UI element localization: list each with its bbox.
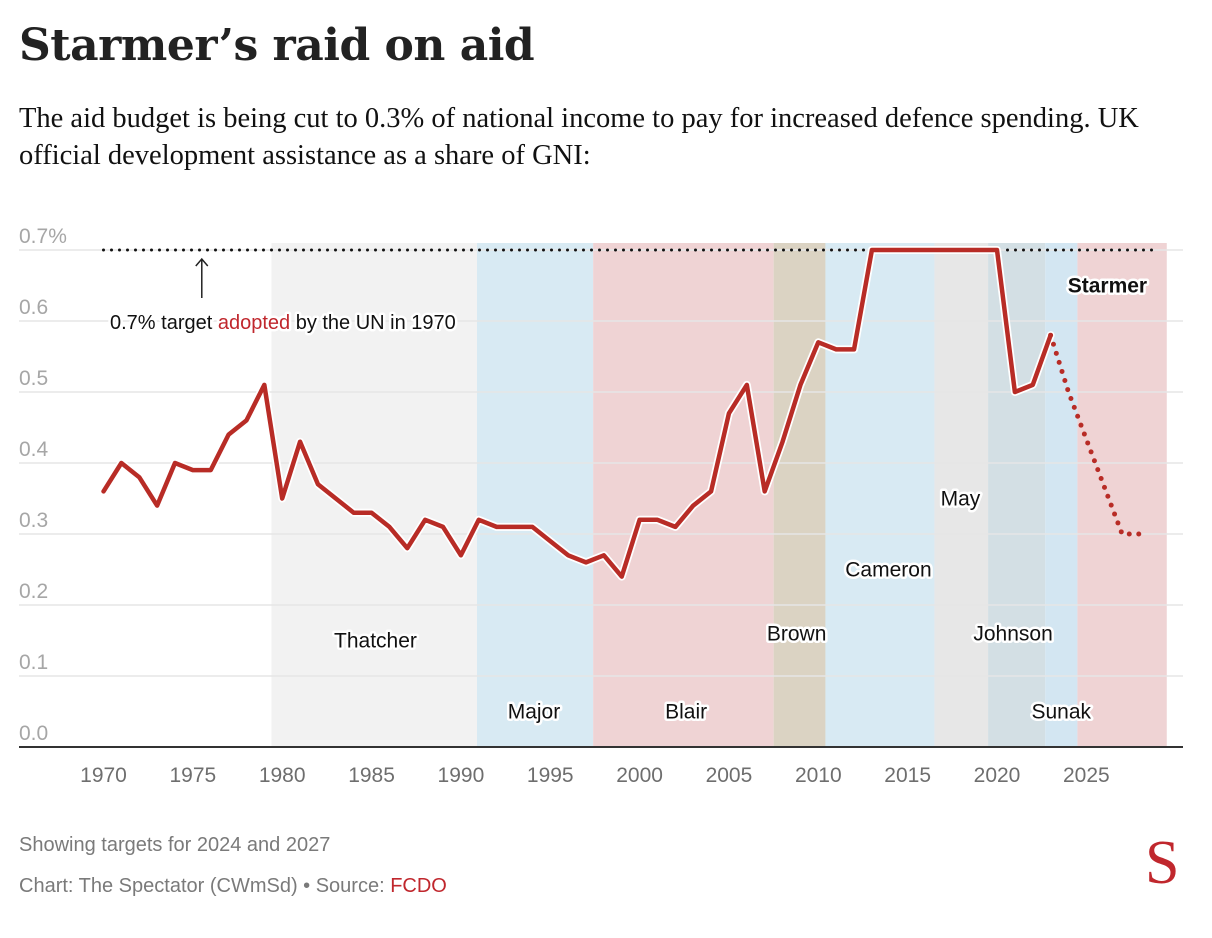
x-tick-label: 1975: [169, 764, 216, 787]
x-tick-label: 2015: [884, 764, 931, 787]
pm-label-may: May: [941, 488, 981, 511]
band-sunak: [1045, 243, 1078, 747]
pm-label-starmer: Starmer: [1068, 275, 1147, 298]
footer-credit: Chart: The Spectator (CWmSd) • Source: F…: [19, 875, 447, 898]
footer-note: Showing targets for 2024 and 2027: [19, 834, 331, 856]
band-brown: [773, 243, 826, 747]
x-tick-label: 1970: [80, 764, 127, 787]
series-lines: [99, 246, 1143, 581]
annotation-text-before: 0.7% target: [110, 312, 218, 334]
y-tick-label: 0.6: [19, 296, 48, 319]
x-tick-label: 2000: [616, 764, 663, 787]
y-tick-label: 0.1: [19, 651, 48, 674]
pm-label-major: Major: [508, 701, 561, 724]
y-tick-label: 0.0: [19, 722, 48, 745]
x-axis-ticks: 1970 1975 1980 1985 1990 1995 2000 2005 2010 2015…: [80, 764, 1110, 787]
band-cameron: [825, 243, 935, 747]
pm-bands: [271, 243, 1167, 747]
chart-title: Starmer’s raid on aid: [19, 20, 535, 71]
band-thatcher: [271, 243, 477, 747]
source-link[interactable]: FCDO: [390, 875, 447, 897]
spectator-logo: S: [1145, 829, 1180, 897]
x-tick-label: 2020: [974, 764, 1021, 787]
y-axis-ticks: 0.0 0.1 0.2 0.3 0.4 0.5 0.6 0.7%: [19, 225, 67, 745]
annotation-text-after: by the UN in 1970: [290, 312, 456, 334]
y-tick-label: 0.3: [19, 509, 48, 532]
pm-label-cameron: Cameron: [845, 559, 931, 582]
y-tick-label: 0.2: [19, 580, 48, 603]
annotation-text-highlight: adopted: [218, 312, 290, 334]
x-tick-label: 2025: [1063, 764, 1110, 787]
series-target-line: [1048, 332, 1143, 537]
x-tick-label: 1985: [348, 764, 395, 787]
annotation-text: 0.7% target adopted by the UN in 1970: [110, 312, 456, 334]
band-johnson: [988, 243, 1046, 747]
annotation-arrowhead-icon: [195, 257, 209, 267]
y-tick-label: 0.5: [19, 367, 48, 390]
band-may: [934, 243, 989, 747]
pm-labels: Thatcher Major Blair Brown Cameron May Johnson…: [332, 272, 1150, 726]
x-tick-label: 1980: [259, 764, 306, 787]
un-target-annotation: 0.7% target adopted by the UN in 1970: [108, 257, 458, 337]
credit-text: Chart: The Spectator (CWmSd) • Source:: [19, 875, 391, 897]
band-starmer: [1077, 243, 1167, 747]
x-tick-label: 1995: [527, 764, 574, 787]
chart-svg: 0.0 0.1 0.2 0.3 0.4 0.5 0.6 0.7% 0.7% target ad…: [19, 225, 1183, 787]
band-blair: [593, 243, 774, 747]
chart-subtitle: The aid budget is being cut to 0.3% of n…: [19, 103, 1139, 171]
series-actual-line: [101, 247, 1053, 579]
y-tick-label: 0.4: [19, 438, 49, 461]
x-tick-label: 2010: [795, 764, 842, 787]
x-tick-label: 2005: [706, 764, 753, 787]
pm-label-thatcher: Thatcher: [334, 630, 417, 653]
pm-label-blair: Blair: [665, 701, 707, 724]
pm-label-brown: Brown: [767, 623, 827, 646]
x-tick-label: 1990: [438, 764, 485, 787]
band-major: [476, 243, 594, 747]
y-tick-label: 0.7%: [19, 225, 67, 248]
pm-label-sunak: Sunak: [1031, 701, 1091, 724]
pm-label-johnson: Johnson: [973, 623, 1052, 646]
